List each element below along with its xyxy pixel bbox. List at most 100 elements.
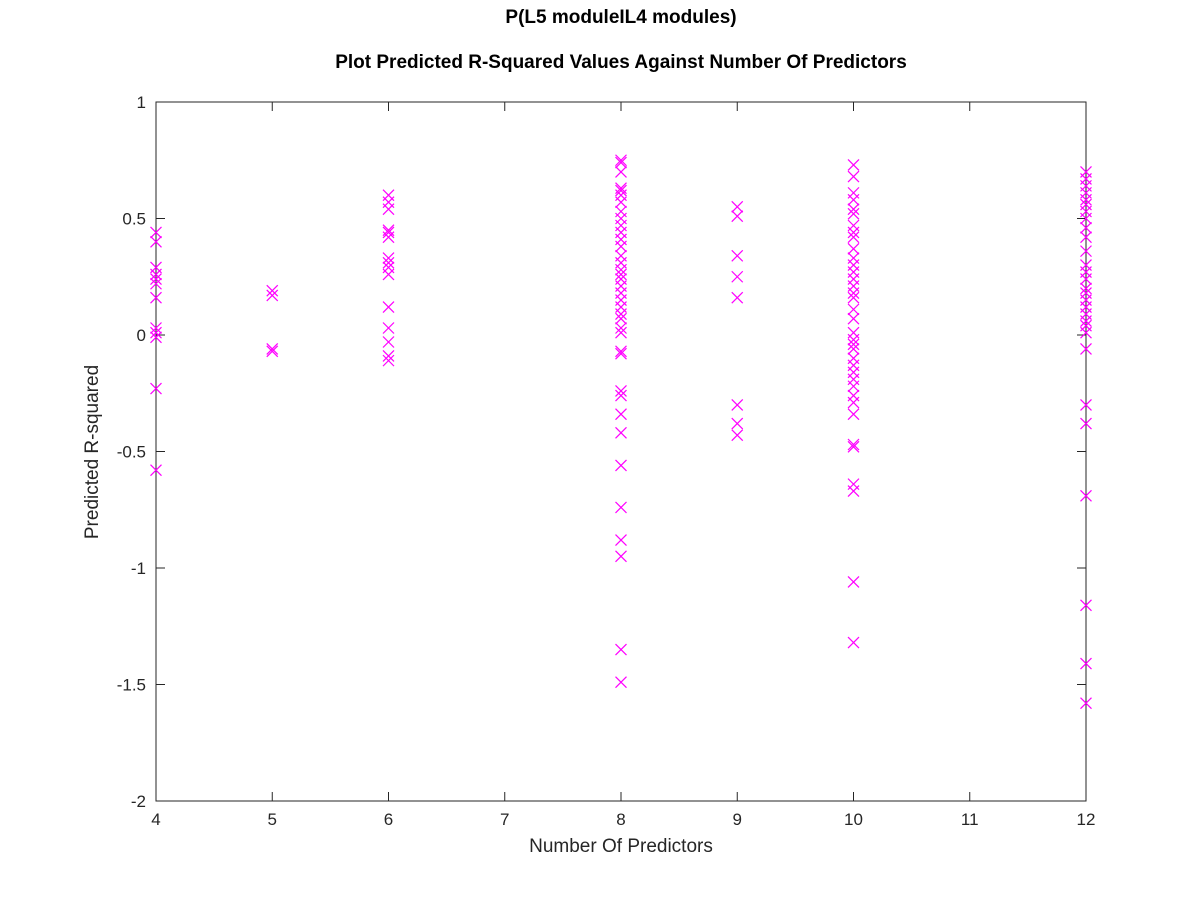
data-point xyxy=(1080,193,1092,206)
data-point xyxy=(615,312,627,325)
data-point xyxy=(382,256,395,269)
data-point xyxy=(731,398,744,411)
y-tick-label: 0 xyxy=(137,326,146,345)
y-tick-label: -0.5 xyxy=(117,443,146,462)
data-point xyxy=(847,576,860,588)
data-point xyxy=(731,417,744,430)
y-tick-label: -1 xyxy=(131,559,146,578)
data-point xyxy=(615,263,627,276)
y-tick-label: 1 xyxy=(137,93,146,112)
x-axis-ticks: 4 5 6 7 8 9 10 11 12 xyxy=(151,102,1095,829)
data-point xyxy=(731,270,744,283)
data-points xyxy=(150,154,1092,710)
x-tick-label: 6 xyxy=(384,810,393,829)
data-point xyxy=(847,203,860,216)
data-point xyxy=(1080,657,1092,670)
data-point xyxy=(847,440,860,453)
data-point xyxy=(1080,273,1092,286)
data-point xyxy=(731,249,744,262)
data-point xyxy=(382,336,395,348)
data-point xyxy=(382,350,395,362)
data-point xyxy=(847,170,860,183)
data-point xyxy=(615,426,627,439)
data-point xyxy=(1080,245,1092,258)
x-axis-label: Number Of Predictors xyxy=(529,836,713,857)
data-point xyxy=(847,226,860,239)
data-point xyxy=(1080,212,1092,225)
data-point xyxy=(731,291,744,304)
data-point xyxy=(615,326,627,339)
data-point xyxy=(847,485,860,498)
data-point xyxy=(1080,282,1092,295)
data-point xyxy=(150,277,162,290)
data-point xyxy=(1080,417,1092,430)
data-point xyxy=(615,459,627,472)
data-point xyxy=(266,284,279,297)
data-point xyxy=(615,347,627,360)
x-tick-label: 9 xyxy=(733,810,742,829)
data-point xyxy=(847,231,860,244)
data-point xyxy=(615,550,627,563)
data-point xyxy=(847,303,860,316)
data-point xyxy=(150,322,162,334)
data-point xyxy=(731,210,744,223)
data-point xyxy=(847,193,860,206)
data-point xyxy=(731,429,744,442)
plot-area: 4 5 6 7 8 9 10 11 12 1 0.5 0 -0.5 -1 -1.5 -2 xyxy=(117,93,1096,829)
y-tick-label: -2 xyxy=(131,792,146,811)
data-point xyxy=(847,333,860,346)
chart-title: P(L5 moduleIL4 modules) xyxy=(505,7,736,28)
data-point xyxy=(615,501,627,514)
data-point xyxy=(150,291,162,304)
data-point xyxy=(615,676,627,689)
data-point xyxy=(382,203,395,216)
y-axis-ticks: 1 0.5 0 -0.5 -1 -1.5 -2 xyxy=(117,93,1086,811)
data-point xyxy=(382,252,395,265)
data-point xyxy=(615,240,627,253)
data-point xyxy=(847,242,860,255)
data-point xyxy=(615,154,627,167)
data-point xyxy=(847,408,860,421)
data-point xyxy=(150,331,162,344)
data-point xyxy=(615,345,627,358)
chart-subtitle: Plot Predicted R-Squared Values Against … xyxy=(335,52,907,73)
x-tick-label: 10 xyxy=(844,810,863,829)
data-point xyxy=(615,408,627,421)
data-point xyxy=(150,382,162,395)
data-point xyxy=(382,301,395,313)
data-point xyxy=(847,396,860,409)
data-point xyxy=(847,380,860,393)
data-point xyxy=(847,312,860,325)
data-point xyxy=(382,268,395,281)
data-point xyxy=(615,308,627,320)
data-point xyxy=(615,534,627,546)
data-point xyxy=(266,343,279,355)
data-point xyxy=(1080,489,1092,502)
data-point xyxy=(847,343,860,355)
data-point xyxy=(382,231,395,244)
data-point xyxy=(1080,697,1092,710)
data-point xyxy=(150,268,162,281)
data-point xyxy=(1080,315,1092,327)
data-point xyxy=(847,291,860,304)
data-point xyxy=(1080,343,1092,355)
data-point xyxy=(150,326,162,339)
data-point xyxy=(150,235,162,248)
x-tick-label: 5 xyxy=(268,810,277,829)
data-point xyxy=(150,464,162,477)
data-point xyxy=(615,268,627,281)
data-point xyxy=(615,643,627,656)
y-axis-label: Predicted R-squared xyxy=(82,365,103,539)
data-point xyxy=(847,158,860,171)
y-tick-label: -1.5 xyxy=(117,676,146,695)
x-tick-label: 8 xyxy=(616,810,625,829)
data-point xyxy=(266,345,279,358)
x-tick-label: 4 xyxy=(151,810,160,829)
data-point xyxy=(615,184,627,197)
data-point xyxy=(382,354,395,367)
data-point xyxy=(382,322,395,334)
data-point xyxy=(1080,599,1092,612)
data-point xyxy=(1080,326,1092,339)
data-point xyxy=(615,156,627,169)
